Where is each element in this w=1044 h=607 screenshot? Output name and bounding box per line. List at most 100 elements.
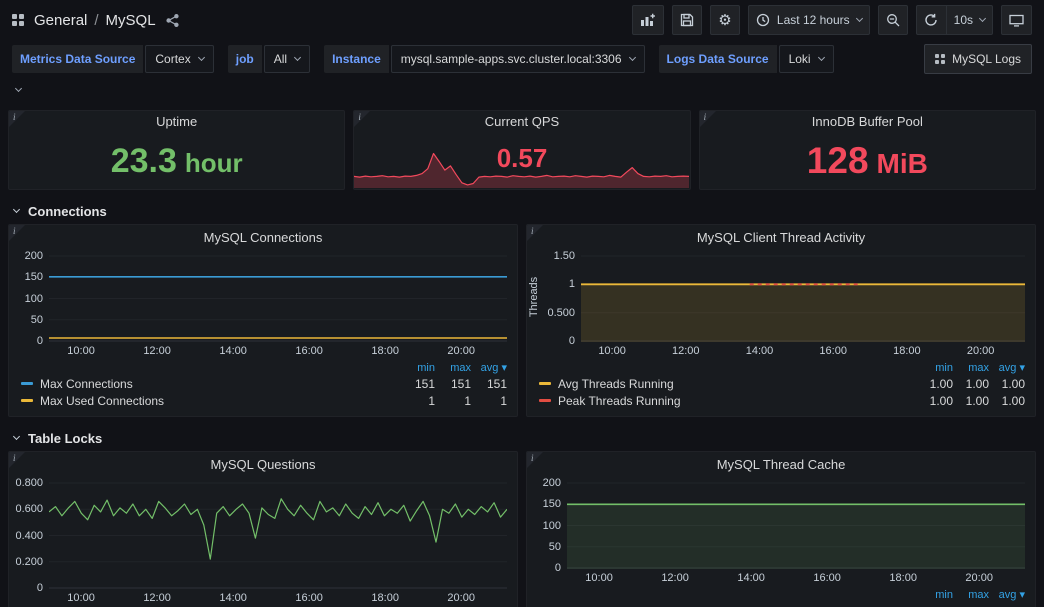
chart-plot-area[interactable] bbox=[49, 478, 507, 590]
section-header-connections[interactable]: Connections bbox=[8, 198, 1036, 224]
panel-title[interactable]: MySQL Thread Cache bbox=[716, 457, 846, 472]
time-range-label: Last 12 hours bbox=[776, 13, 850, 27]
share-icon[interactable] bbox=[165, 13, 179, 27]
mysql-logs-button[interactable]: MySQL Logs bbox=[924, 44, 1032, 74]
info-icon: i bbox=[703, 112, 707, 122]
add-panel-button[interactable] bbox=[631, 5, 664, 35]
chart-plot-area[interactable] bbox=[581, 251, 1025, 343]
tv-icon bbox=[1009, 14, 1024, 27]
legend-sort-avg[interactable]: avg ▾ bbox=[480, 362, 507, 374]
y-axis-tick: 150 bbox=[542, 498, 561, 511]
uptime-number: 23.3 bbox=[110, 141, 177, 180]
chevron-down-icon bbox=[855, 14, 863, 23]
clock-icon bbox=[756, 13, 770, 27]
dashboards-icon[interactable] bbox=[12, 14, 24, 26]
legend-value: 1.00 bbox=[965, 376, 989, 391]
variable-label: job bbox=[227, 45, 262, 73]
add-panel-icon bbox=[640, 13, 655, 26]
y-axis-tick: 0.200 bbox=[15, 555, 43, 568]
legend-sort-max[interactable]: max bbox=[450, 362, 471, 374]
legend-swatch[interactable] bbox=[539, 382, 551, 385]
legend-sort-avg[interactable]: avg ▾ bbox=[998, 362, 1025, 374]
legend-series-name[interactable]: Max Used Connections bbox=[40, 393, 165, 408]
variable-label: Logs Data Source bbox=[658, 45, 777, 73]
variable-value-dropdown[interactable]: Cortex bbox=[145, 45, 214, 73]
panel-info-corner[interactable] bbox=[9, 225, 25, 241]
chart-plot-area[interactable] bbox=[567, 478, 1025, 570]
x-axis: 10:00 12:00 14:00 16:00 18:00 20:00 bbox=[527, 570, 1035, 586]
legend-series-name[interactable]: Max Connections bbox=[40, 376, 133, 391]
section-header-table-locks[interactable]: Table Locks bbox=[8, 425, 1036, 451]
legend-sort-min[interactable]: min bbox=[417, 362, 435, 374]
panel-mysql-client-thread-activity: i MySQL Client Thread Activity Threads 1… bbox=[526, 224, 1036, 417]
panel-info-corner[interactable] bbox=[9, 111, 25, 127]
legend-swatch[interactable] bbox=[539, 399, 551, 402]
time-range-picker[interactable]: Last 12 hours bbox=[747, 5, 870, 35]
legend-swatch[interactable] bbox=[21, 382, 33, 385]
y-axis-tick: 150 bbox=[24, 271, 43, 284]
x-axis-tick: 12:00 bbox=[143, 345, 171, 357]
panel-title[interactable]: Uptime bbox=[156, 114, 198, 129]
panel-info-corner[interactable] bbox=[354, 111, 371, 127]
legend-sort-min[interactable]: min bbox=[935, 589, 953, 601]
uptime-value: 23.3 hour bbox=[111, 142, 243, 181]
x-axis-tick: 14:00 bbox=[219, 592, 247, 604]
buffer-pool-number: 128 bbox=[806, 140, 869, 181]
y-axis-tick: 50 bbox=[548, 540, 561, 553]
panel-info-corner[interactable] bbox=[527, 225, 543, 241]
y-axis: 0.800 0.600 0.400 0.200 0 bbox=[9, 477, 49, 594]
panel-title[interactable]: MySQL Client Thread Activity bbox=[696, 230, 866, 245]
refresh-icon bbox=[925, 13, 937, 26]
panel-title[interactable]: MySQL Questions bbox=[210, 457, 316, 472]
gear-icon: ⚙ bbox=[718, 11, 732, 29]
variable-value-dropdown[interactable]: Loki bbox=[778, 45, 834, 73]
legend-header: min max avg ▾ bbox=[21, 361, 507, 375]
legend-sort-max[interactable]: max bbox=[968, 589, 989, 601]
qps-value: 0.57 bbox=[496, 143, 548, 173]
panel-title[interactable]: Current QPS bbox=[484, 114, 560, 129]
info-icon: i bbox=[13, 226, 16, 236]
legend-sort-min[interactable]: min bbox=[935, 362, 953, 374]
dashboard-settings-button[interactable]: ⚙ bbox=[709, 5, 740, 35]
y-axis-tick: 100 bbox=[542, 519, 561, 532]
panel-info-corner[interactable] bbox=[699, 111, 716, 127]
logs-grid-icon bbox=[935, 54, 946, 64]
legend-value: 1.00 bbox=[1001, 393, 1025, 408]
panel-uptime: i Uptime 23.3 hour bbox=[8, 110, 346, 190]
variable-label: Metrics Data Source bbox=[12, 45, 144, 73]
save-icon bbox=[680, 13, 694, 27]
x-axis-tick: 20:00 bbox=[447, 345, 475, 357]
legend-value: 1.00 bbox=[929, 376, 953, 391]
cycle-view-button[interactable] bbox=[1001, 5, 1032, 35]
breadcrumb-dashboard[interactable]: MySQL bbox=[105, 11, 156, 29]
legend-sort-max[interactable]: max bbox=[968, 362, 989, 374]
variable-value-dropdown[interactable]: All bbox=[263, 45, 311, 73]
legend-swatch[interactable] bbox=[21, 399, 33, 402]
x-axis-tick: 16:00 bbox=[813, 572, 841, 584]
panel-mysql-connections: i MySQL Connections 200 150 100 50 0 10:00 12… bbox=[8, 224, 518, 417]
y-axis-tick: 50 bbox=[30, 313, 43, 326]
panel-info-corner[interactable] bbox=[527, 452, 543, 468]
legend-sort-avg[interactable]: avg ▾ bbox=[998, 589, 1025, 601]
variable-instance: Instance mysql.sample-apps.svc.cluster.l… bbox=[324, 45, 645, 73]
refresh-interval-dropdown[interactable]: 10s bbox=[945, 5, 993, 35]
panel-info-corner[interactable] bbox=[9, 452, 25, 468]
panel-title[interactable]: InnoDB Buffer Pool bbox=[811, 114, 923, 129]
x-axis: 10:00 12:00 14:00 16:00 18:00 20:00 bbox=[9, 590, 517, 606]
variable-job: job All bbox=[227, 45, 311, 73]
variable-value-dropdown[interactable]: mysql.sample-apps.svc.cluster.local:3306 bbox=[390, 45, 645, 73]
legend-header: min max avg ▾ bbox=[539, 588, 1025, 602]
chevron-down-icon bbox=[628, 53, 636, 62]
legend: min max avg ▾ Max Connections 151 151 151 Max U… bbox=[9, 359, 517, 409]
breadcrumb-folder[interactable]: General bbox=[34, 11, 88, 29]
zoom-out-button[interactable] bbox=[877, 5, 908, 35]
chevron-down-icon bbox=[12, 205, 21, 214]
chart-plot-area[interactable] bbox=[49, 251, 507, 343]
refresh-button[interactable] bbox=[915, 5, 946, 35]
legend-series-name[interactable]: Avg Threads Running bbox=[558, 376, 674, 391]
row-collapse-toggle[interactable] bbox=[8, 78, 1036, 102]
save-dashboard-button[interactable] bbox=[671, 5, 702, 35]
legend-row: Avg Threads Running 1.00 1.00 1.00 bbox=[539, 375, 1025, 392]
legend-series-name[interactable]: Peak Threads Running bbox=[558, 393, 681, 408]
panel-title[interactable]: MySQL Connections bbox=[203, 230, 323, 245]
